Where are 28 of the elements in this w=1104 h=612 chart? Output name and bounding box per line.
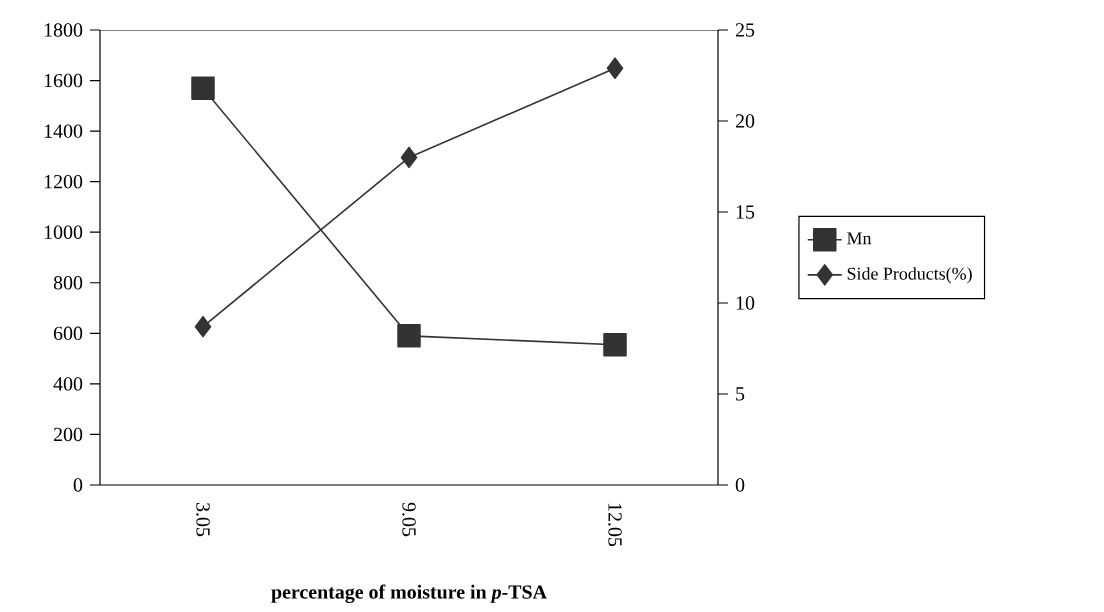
y2-tick-label: 20	[735, 114, 755, 128]
legend-label: Mn	[847, 232, 872, 245]
point	[606, 57, 624, 79]
x-tick-label: 9.05	[402, 502, 416, 537]
point	[191, 76, 215, 100]
y-tick-label: 1800	[44, 23, 83, 37]
y-tick-label: 1000	[44, 225, 83, 239]
point	[194, 315, 212, 338]
y2-tick-label: 25	[735, 23, 755, 37]
x-tick-label: 12.05	[608, 503, 622, 547]
legend-label: Side Products(%)	[847, 267, 972, 284]
point	[400, 146, 418, 169]
y-tick-label: 600	[53, 326, 83, 341]
y-tick-label: 1400	[44, 124, 83, 138]
x-tick-label: 3.05	[196, 503, 210, 537]
y-tick-label: 1600	[44, 73, 83, 88]
y2-tick-label: 10	[736, 296, 755, 310]
y2-tick-label: 5	[736, 387, 745, 401]
y2-tick-label: 15	[736, 205, 755, 219]
y-tick-label: 800	[53, 276, 83, 290]
y-tick-label: 400	[53, 377, 83, 391]
y-tick-label: 1200	[44, 174, 83, 189]
point	[397, 324, 421, 348]
y-tick-label: 0	[73, 478, 83, 492]
x-axis-title: percentage of moisture in p-TSA	[271, 584, 547, 603]
y-tick-label: 200	[53, 427, 83, 442]
y2-tick-label: 0	[735, 478, 745, 492]
point	[603, 332, 627, 357]
